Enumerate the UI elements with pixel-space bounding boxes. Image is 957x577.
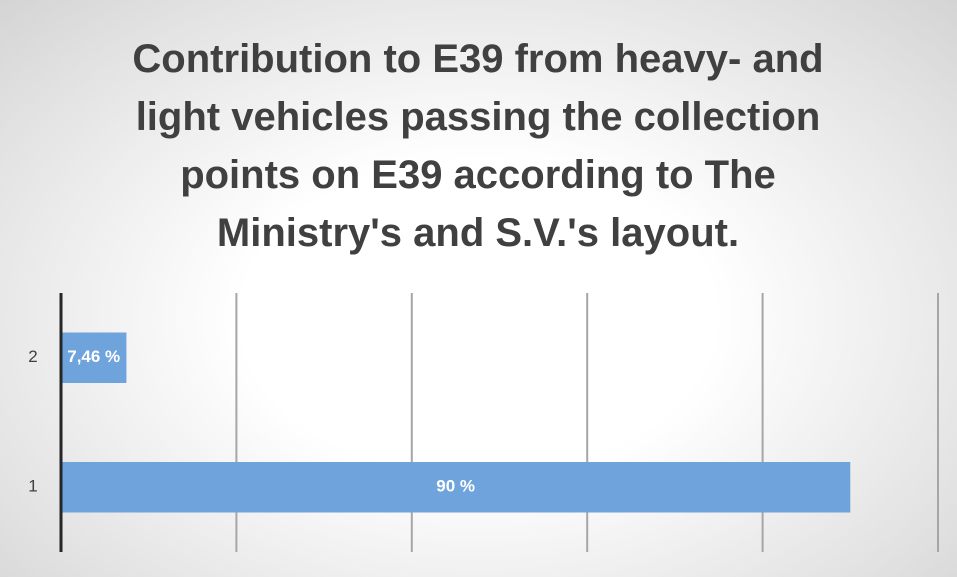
bar — [61, 332, 127, 384]
data-label: 90 % — [436, 477, 475, 496]
y-tick-label: 1 — [28, 477, 37, 496]
data-label: 7,46 % — [67, 347, 120, 366]
bar — [61, 461, 851, 513]
y-tick-label: 2 — [28, 347, 37, 366]
chart-title: Contribution to E39 from heavy- and ligh… — [132, 37, 824, 255]
